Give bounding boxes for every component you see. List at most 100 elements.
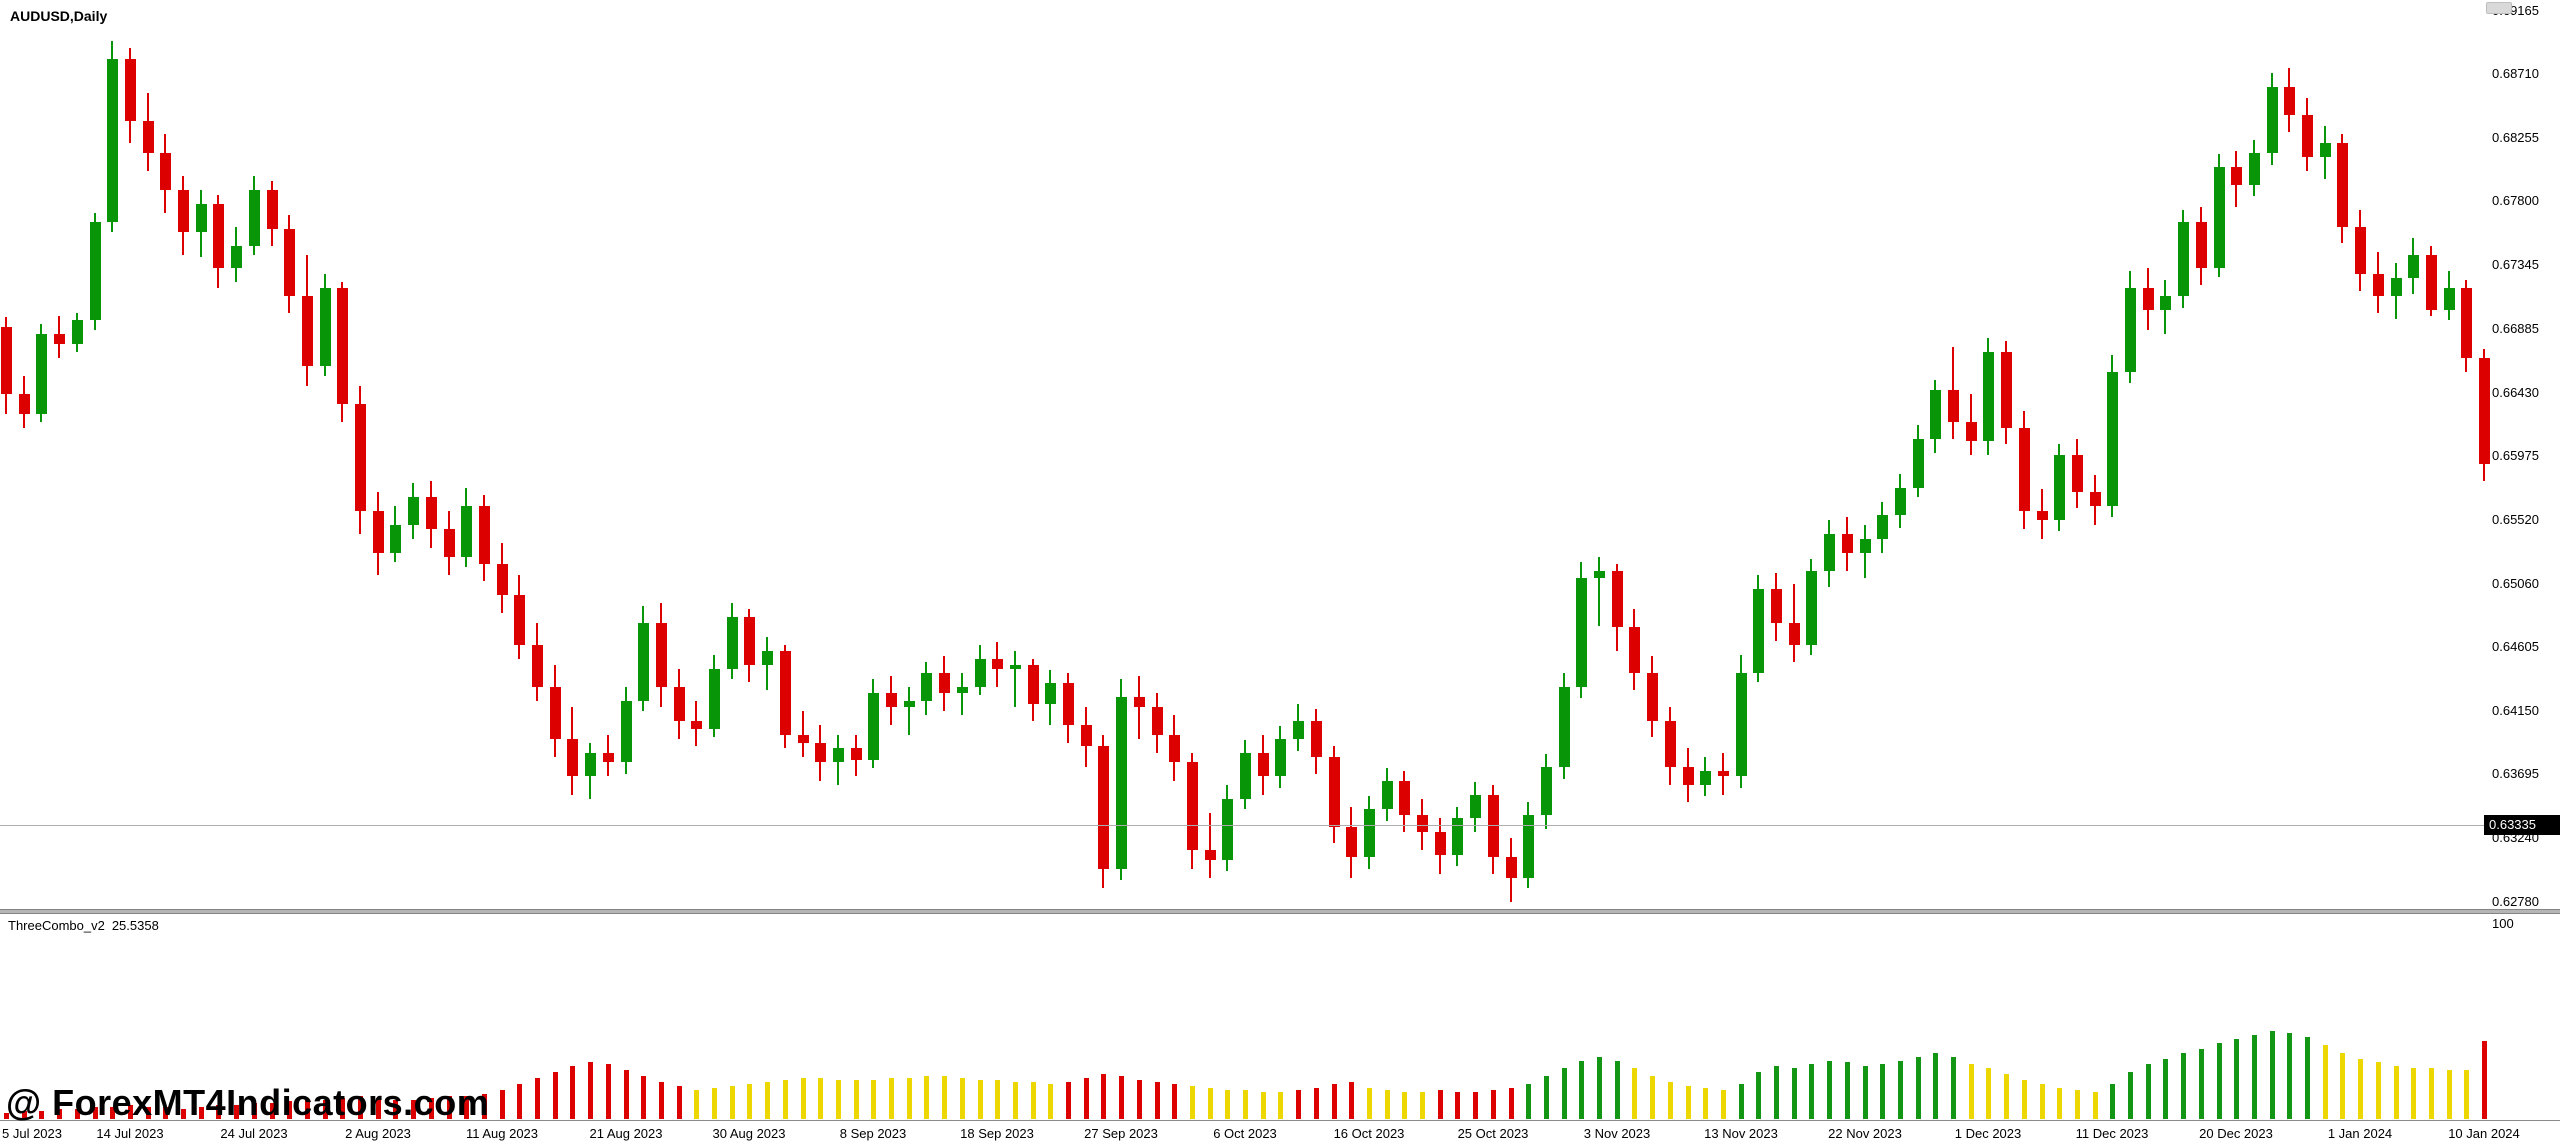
- candle-body: [2231, 167, 2242, 185]
- histogram-bar: [624, 1070, 629, 1119]
- histogram-bar: [2128, 1072, 2133, 1119]
- candle-body: [691, 721, 702, 729]
- candle-body: [107, 59, 118, 222]
- histogram-bar: [1491, 1090, 1496, 1119]
- histogram-bar: [942, 1076, 947, 1119]
- histogram-bar: [1084, 1078, 1089, 1119]
- candle-body: [1063, 683, 1074, 725]
- histogram-bar: [1119, 1076, 1124, 1119]
- time-axis-label: 11 Dec 2023: [2075, 1126, 2149, 1141]
- window-splitter[interactable]: [0, 909, 2560, 914]
- histogram-bar: [216, 1105, 221, 1119]
- histogram-bar: [305, 1100, 310, 1119]
- candle-body: [1240, 753, 1251, 799]
- candle-body: [833, 748, 844, 762]
- scrollbar-thumb[interactable]: [2486, 2, 2512, 14]
- histogram-bar: [1668, 1082, 1673, 1119]
- histogram-bar: [659, 1082, 664, 1119]
- candle-wick: [908, 687, 910, 735]
- candle-wick: [1209, 813, 1211, 878]
- histogram-bar: [2022, 1080, 2027, 1119]
- histogram-bar: [570, 1066, 575, 1119]
- histogram-bar: [2217, 1043, 2222, 1119]
- candle-body: [2444, 288, 2455, 310]
- candle-body: [2408, 255, 2419, 278]
- histogram-bar: [2093, 1092, 2098, 1119]
- candle-body: [744, 617, 755, 665]
- histogram-bar: [482, 1094, 487, 1119]
- price-axis-label: 0.67345: [2492, 257, 2539, 272]
- histogram-bar: [1349, 1082, 1354, 1119]
- histogram-bar: [1544, 1076, 1549, 1119]
- time-axis-label: 14 Jul 2023: [96, 1126, 164, 1141]
- histogram-bar: [2447, 1070, 2452, 1119]
- histogram-bar: [2305, 1037, 2310, 1119]
- candle-body: [337, 288, 348, 404]
- candle-body: [1187, 762, 1198, 850]
- histogram-bar: [1686, 1086, 1691, 1119]
- histogram-bar: [128, 1105, 133, 1119]
- indicator-name: ThreeCombo_v2: [8, 918, 105, 933]
- indicator-scale-max-label: 100: [2492, 916, 2514, 931]
- histogram-bar: [836, 1080, 841, 1119]
- histogram-bar: [1579, 1061, 1584, 1119]
- histogram-bar: [22, 1111, 27, 1119]
- candle-body: [1, 327, 12, 394]
- time-axis-label: 20 Dec 2023: [2199, 1126, 2273, 1141]
- histogram-bar: [1367, 1088, 1372, 1119]
- candle-body: [1134, 697, 1145, 707]
- histogram-bar: [1898, 1061, 1903, 1119]
- indicator-value: 25.5358: [111, 918, 159, 933]
- histogram-bar: [1509, 1088, 1514, 1119]
- histogram-bar: [924, 1076, 929, 1119]
- price-axis-label: 0.62780: [2492, 894, 2539, 909]
- candle-body: [2461, 288, 2472, 358]
- histogram-bar: [2270, 1031, 2275, 1119]
- candle-body: [904, 701, 915, 707]
- time-axis-label: 18 Sep 2023: [960, 1126, 1034, 1141]
- candle-body: [532, 645, 543, 687]
- histogram-bar: [57, 1109, 62, 1119]
- histogram-bar: [1916, 1057, 1921, 1119]
- histogram-bar: [376, 1098, 381, 1119]
- candle-body: [2479, 358, 2490, 464]
- histogram-bar: [1296, 1090, 1301, 1119]
- histogram-bar: [1721, 1090, 1726, 1119]
- candle-body: [1275, 739, 1286, 776]
- candle-body: [143, 121, 154, 153]
- histogram-bar: [163, 1107, 168, 1119]
- histogram-bar: [1703, 1088, 1708, 1119]
- histogram-bar: [447, 1096, 452, 1119]
- histogram-bar: [393, 1100, 398, 1119]
- candle-body: [2355, 227, 2366, 274]
- histogram-bar: [2429, 1068, 2434, 1119]
- time-axis-label: 25 Oct 2023: [1457, 1126, 1529, 1141]
- histogram-bar: [1048, 1084, 1053, 1119]
- candle-body: [90, 222, 101, 320]
- price-axis-label: 0.65520: [2492, 512, 2539, 527]
- histogram-bar: [270, 1103, 275, 1119]
- time-axis-label: 27 Sep 2023: [1084, 1126, 1158, 1141]
- price-axis-label: 0.64150: [2492, 703, 2539, 718]
- histogram-bar: [2057, 1088, 2062, 1119]
- histogram-bar: [2040, 1084, 2045, 1119]
- histogram-bar: [500, 1090, 505, 1119]
- histogram-bar: [535, 1078, 540, 1119]
- candle-body: [1116, 697, 1127, 869]
- histogram-bar: [1420, 1092, 1425, 1119]
- histogram-bar: [1261, 1092, 1266, 1119]
- time-axis-line: [0, 1120, 2560, 1121]
- histogram-bar: [1155, 1082, 1160, 1119]
- histogram-bar: [1332, 1084, 1337, 1119]
- candle-body: [1541, 767, 1552, 815]
- histogram-bar: [358, 1096, 363, 1119]
- indicator-title: ThreeCombo_v2 25.5358: [8, 918, 159, 933]
- histogram-bar: [1951, 1057, 1956, 1119]
- histogram-bar: [2234, 1039, 2239, 1119]
- candle-body: [1098, 746, 1109, 869]
- candle-body: [1771, 589, 1782, 623]
